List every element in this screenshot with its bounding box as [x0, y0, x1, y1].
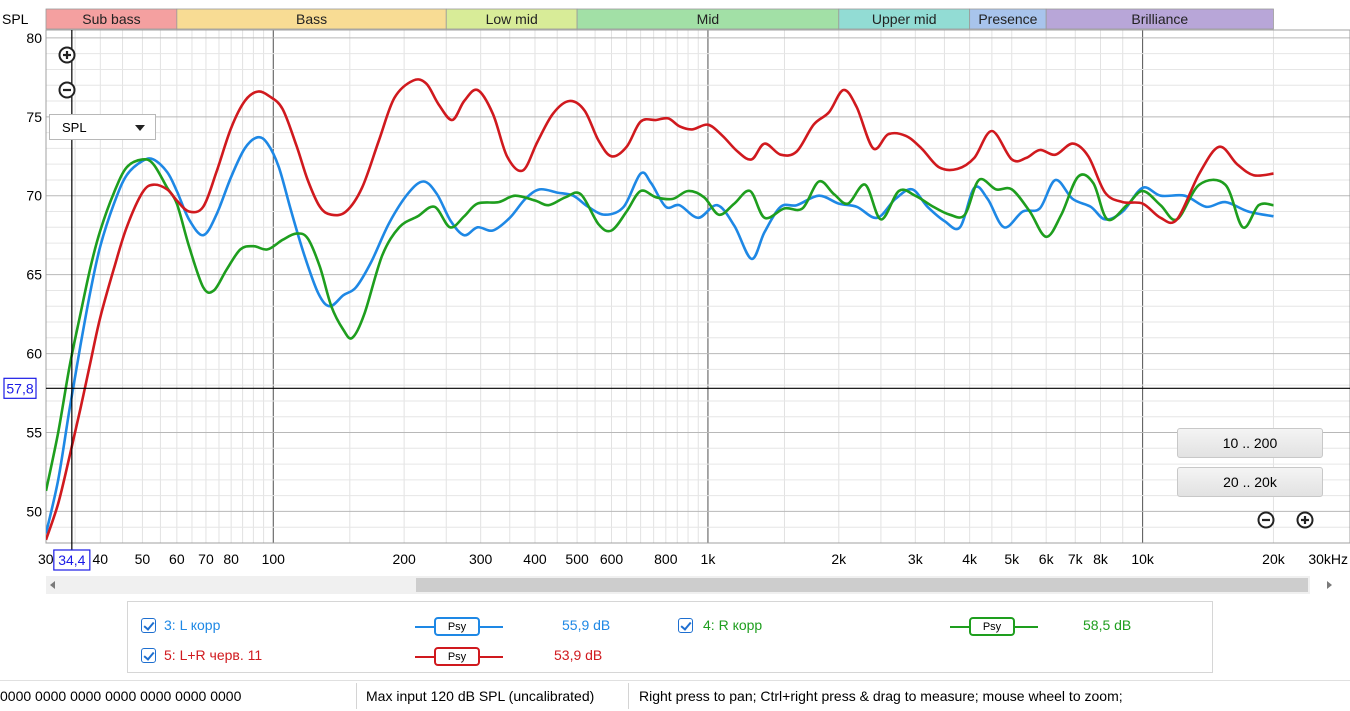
legend-label-lr: 5: L+R черв. 11	[164, 647, 263, 663]
y-tick-label: 75	[26, 109, 42, 125]
status-separator	[628, 683, 629, 709]
status-hint: Right press to pan; Ctrl+right press & d…	[639, 688, 1123, 704]
psy-badge-lr: Psy	[434, 647, 480, 666]
x-tick-label: 30kHz	[1308, 551, 1348, 567]
horizontal-scrollbar[interactable]	[46, 576, 1332, 594]
frequency-response-chart[interactable]: Sub bass Bass Low mid Mid Upper mid Presence B…	[0, 0, 1350, 580]
legend-checkbox-lr[interactable]	[141, 648, 156, 663]
cursor-y-box	[3, 377, 37, 399]
cursor-x-box	[53, 549, 91, 571]
legend-psy-l[interactable]: Psy	[415, 616, 503, 638]
legend-value-r: 58,5 dB	[1083, 617, 1132, 633]
x-tick-label: 600	[600, 551, 624, 567]
x-tick-label: 8k	[1093, 551, 1109, 567]
y-tick-label: 60	[26, 346, 42, 362]
zoom-out-icon[interactable]	[58, 81, 76, 99]
psy-badge-l: Psy	[434, 617, 480, 636]
y-axis-title: SPL	[2, 11, 29, 27]
x-tick-label: 70	[198, 551, 214, 567]
x-tick-label: 60	[169, 551, 185, 567]
legend-psy-r[interactable]: Psy	[950, 616, 1038, 638]
band-label: Brilliance	[1131, 11, 1188, 27]
x-tick-label: 10k	[1131, 551, 1155, 567]
y-tick-label: 55	[26, 425, 42, 441]
x-tick-label: 6k	[1039, 551, 1055, 567]
status-bar: 0000 0000 0000 0000 0000 0000 0000 Max i…	[0, 680, 1350, 711]
chevron-down-icon	[135, 125, 145, 131]
measurement-legend: 3: L корр Psy 55,9 dB 4: R корр Psy 58,5…	[127, 601, 1213, 673]
legend-label-l: 3: L корр	[164, 617, 221, 633]
zoom-in-x-icon[interactable]	[1296, 511, 1314, 529]
x-tick-label: 7k	[1068, 551, 1084, 567]
legend-checkbox-r[interactable]	[678, 618, 693, 633]
y-tick-label: 80	[26, 30, 42, 46]
scrollbar-thumb[interactable]	[416, 578, 1308, 592]
x-tick-label: 200	[392, 551, 416, 567]
zoom-out-x-icon[interactable]	[1257, 511, 1275, 529]
y-tick-label: 50	[26, 503, 42, 519]
series-line-2	[46, 78, 1274, 541]
cursor-x-label: 34,4	[58, 552, 85, 568]
legend-psy-lr[interactable]: Psy	[415, 646, 503, 668]
graph-mode-value: SPL	[62, 120, 87, 135]
range-20-20k-button[interactable]: 20 .. 20k	[1177, 467, 1323, 497]
x-tick-label: 20k	[1262, 551, 1286, 567]
status-separator	[356, 683, 357, 709]
x-tick-label: 100	[262, 551, 286, 567]
x-tick-label: 50	[135, 551, 151, 567]
range-10-200-button[interactable]: 10 .. 200	[1177, 428, 1323, 458]
x-tick-label: 800	[654, 551, 678, 567]
status-max-input: Max input 120 dB SPL (uncalibrated)	[366, 688, 595, 704]
plot-border	[45, 29, 1350, 544]
x-tick-label: 1k	[701, 551, 717, 567]
x-tick-label: 2k	[831, 551, 847, 567]
scroll-left-icon[interactable]	[50, 581, 55, 589]
graph-mode-select[interactable]: SPL	[49, 114, 156, 140]
legend-value-l: 55,9 dB	[562, 617, 611, 633]
x-tick-label: 3k	[908, 551, 924, 567]
x-tick-label: 5k	[1004, 551, 1020, 567]
x-tick-label: 4k	[962, 551, 978, 567]
band-label: Mid	[697, 11, 720, 27]
series-line-0	[46, 135, 1274, 534]
y-tick-label: 70	[26, 188, 42, 204]
y-tick-label: 65	[26, 267, 42, 283]
x-tick-label: 80	[223, 551, 239, 567]
x-tick-label: 400	[523, 551, 547, 567]
legend-label-r: 4: R корр	[703, 617, 763, 633]
band-label: Low mid	[486, 11, 538, 27]
cursor-y-label: 57,8	[6, 380, 33, 396]
legend-checkbox-l[interactable]	[141, 618, 156, 633]
x-tick-label: 30	[38, 551, 54, 567]
zoom-in-icon[interactable]	[58, 46, 76, 64]
x-tick-label: 300	[469, 551, 493, 567]
band-6	[1045, 8, 1274, 30]
band-label: Presence	[978, 11, 1037, 27]
scroll-right-icon[interactable]	[1327, 581, 1332, 589]
band-label: Bass	[296, 11, 327, 27]
psy-badge-r: Psy	[969, 617, 1015, 636]
band-label: Upper mid	[872, 11, 937, 27]
status-levels: 0000 0000 0000 0000 0000 0000 0000	[0, 688, 242, 704]
band-label: Sub bass	[82, 11, 140, 27]
x-tick-label: 500	[565, 551, 589, 567]
legend-value-lr: 53,9 dB	[554, 647, 603, 663]
series-line-1	[46, 157, 1274, 492]
x-tick-label: 40	[93, 551, 109, 567]
